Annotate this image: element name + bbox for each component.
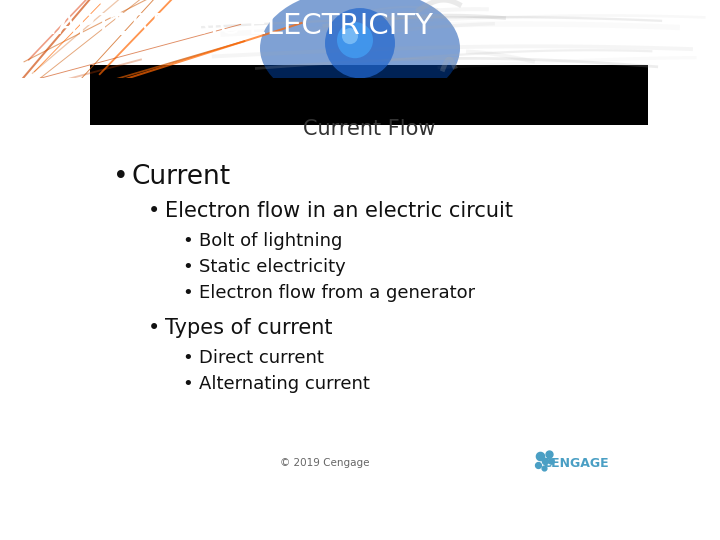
Text: Electron flow from a generator: Electron flow from a generator bbox=[199, 285, 475, 302]
Text: BASIC ELECTRICITY: BASIC ELECTRICITY bbox=[124, 12, 433, 40]
Text: •: • bbox=[148, 201, 161, 221]
Circle shape bbox=[342, 28, 358, 44]
Text: •: • bbox=[148, 318, 161, 338]
Point bbox=[539, 457, 551, 465]
Point bbox=[532, 461, 544, 470]
Text: 2: 2 bbox=[107, 11, 130, 42]
Text: Bolt of lightning: Bolt of lightning bbox=[199, 232, 342, 250]
Text: Static electricity: Static electricity bbox=[199, 258, 346, 276]
Text: •: • bbox=[113, 164, 128, 190]
Text: Electron flow in an electric circuit: Electron flow in an electric circuit bbox=[166, 201, 513, 221]
Point bbox=[538, 464, 549, 472]
Ellipse shape bbox=[260, 0, 460, 109]
Text: Current: Current bbox=[132, 164, 231, 190]
Text: Current Flow: Current Flow bbox=[302, 119, 436, 139]
Bar bbox=[90, 65, 648, 125]
Point bbox=[544, 450, 555, 458]
Text: •: • bbox=[182, 375, 193, 393]
Circle shape bbox=[337, 22, 373, 58]
Text: •: • bbox=[182, 232, 193, 250]
Point bbox=[534, 451, 546, 460]
Text: CENGAGE: CENGAGE bbox=[542, 457, 609, 470]
Circle shape bbox=[325, 8, 395, 78]
Text: •: • bbox=[182, 348, 193, 367]
Text: •: • bbox=[182, 258, 193, 276]
Point bbox=[546, 457, 557, 465]
Text: Alternating current: Alternating current bbox=[199, 375, 369, 393]
Text: Direct current: Direct current bbox=[199, 348, 324, 367]
Text: © 2019 Cengage: © 2019 Cengage bbox=[279, 458, 369, 468]
Text: •: • bbox=[182, 285, 193, 302]
Text: CHAPTER: CHAPTER bbox=[15, 12, 161, 40]
Text: Types of current: Types of current bbox=[166, 318, 333, 338]
